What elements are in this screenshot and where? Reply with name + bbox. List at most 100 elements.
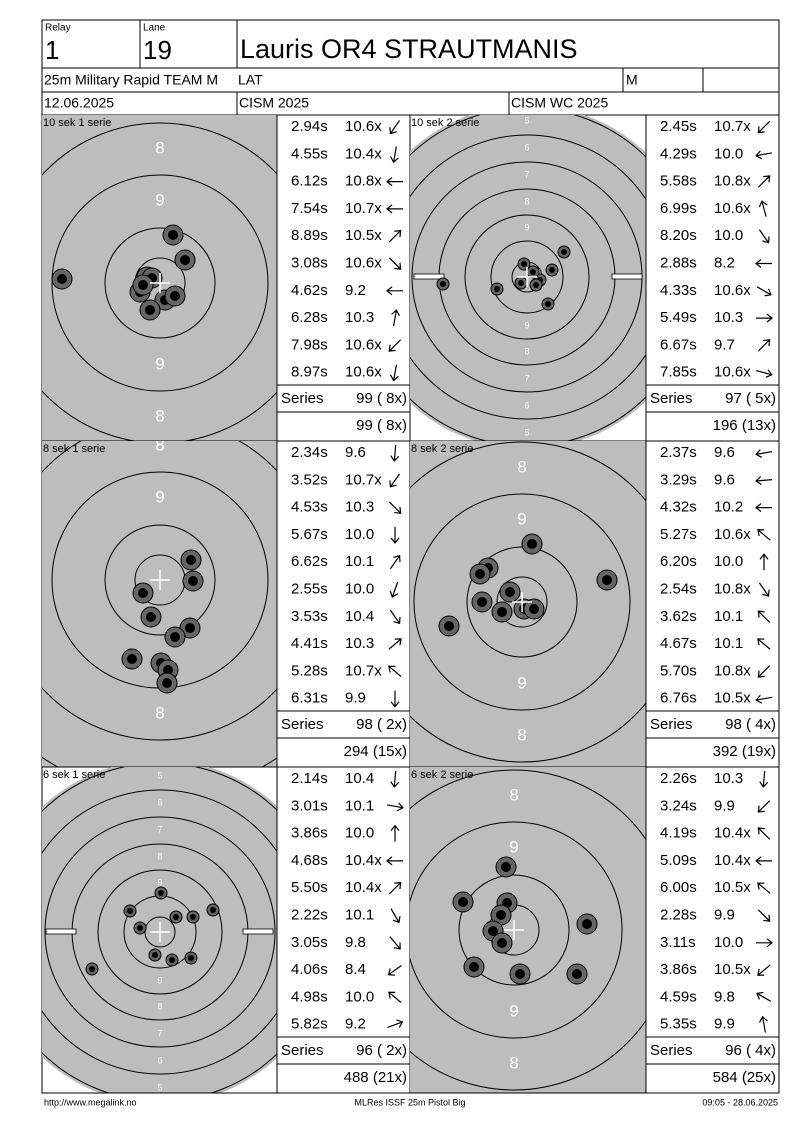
arrow-shape [388,638,402,650]
direction-arrow [390,526,400,544]
ring-label: 8 [155,406,164,425]
shot-score: 10.1 [345,553,374,570]
ring-label: 7 [157,1028,162,1038]
arrow-shape [388,665,402,678]
shot-time: 6.00s [660,879,697,896]
shot-score: 10.1 [714,608,743,625]
shot-core [475,569,485,579]
ring-label: 8 [509,785,518,804]
shot-score: 10.7x [345,471,382,488]
shot-core [163,665,173,675]
direction-arrow [757,827,771,840]
target-face [410,115,646,441]
ring-label: 9 [155,354,164,373]
shot-time: 4.67s [660,635,697,652]
shot-score: 10.4x [345,852,382,869]
shot-core [186,555,196,565]
shot-time: 8.97s [291,364,328,381]
shot-time: 5.58s [660,173,697,190]
shot-score: 9.2 [345,1016,366,1033]
shot-time: 2.34s [291,444,328,461]
shot-core [173,914,179,920]
direction-arrow [755,694,772,704]
center-cross [512,592,532,612]
ring-label: 6 [524,400,529,410]
arrow-shape [389,473,401,488]
arrow-shape [390,364,399,382]
footer-url: http://www.megalink.no [44,1097,137,1107]
arrow-shape [757,665,771,678]
ring-label: 6 [157,797,162,807]
shot-time: 2.14s [291,770,328,787]
ring-label: 6 [524,142,529,152]
arrow-shape [388,881,402,895]
shot-score: 10.7x [345,200,382,217]
arrow-shape [758,200,768,217]
shot-time: 2.37s [660,444,697,461]
arrow-shape [390,526,400,544]
ring [496,576,548,628]
arrow-shape [389,581,399,598]
panel-title: 8 sek 1 serie [43,443,105,455]
shot-score: 10.0 [345,580,374,597]
shot-score: 10.0 [345,988,374,1005]
direction-arrow [386,856,403,866]
arrow-shape [757,827,771,840]
ring-label: 9 [157,877,162,887]
ring [410,769,646,1091]
ring [464,214,590,340]
total-score: 488 (21x) [344,1069,407,1086]
arrow-shape [759,1015,768,1033]
arrow-shape [755,856,772,866]
shot-score: 9.9 [714,1016,735,1033]
shot-time: 6.12s [291,173,328,190]
target: 5 5 6 6 7 7 8 8 9 9 [42,767,277,1093]
shot-score: 10.4 [345,608,374,625]
shot-core [501,862,511,872]
shot-core [170,632,180,642]
direction-arrow [755,856,772,866]
shot-time: 7.98s [291,336,328,353]
direction-arrow [390,690,400,708]
shot-core [496,910,506,920]
direction-arrow [757,964,771,976]
shot-core [515,969,525,979]
ring-label: 9 [524,320,529,330]
direction-arrow [757,909,771,922]
shot-score: 8.2 [714,254,735,271]
shot-core [521,261,527,267]
shot-score: 10.8x [345,173,382,190]
relay-label: Relay [45,23,71,34]
ring-label: 8 [157,851,162,861]
ring-label: 8 [155,138,164,157]
shot-time: 6.99s [660,200,697,217]
arrow-shape [756,313,773,323]
direction-arrow [390,364,399,382]
shot-core [210,907,216,913]
shot-score: 9.6 [714,444,735,461]
shot-time: 4.32s [660,499,697,516]
shot-time: 2.54s [660,580,697,597]
shot-time: 3.86s [660,961,697,978]
arrow-shape [390,690,400,708]
panel-title: 6 sek 1 serie [43,769,105,781]
arrow-shape [755,503,772,513]
ring-label: 8 [524,346,529,356]
shot-core [162,678,172,688]
direction-arrow [386,286,403,296]
shot-time: 3.52s [291,471,328,488]
center-cross [150,273,170,293]
shot-core [518,280,524,286]
target-face [42,441,277,767]
competition: CISM 2025 [239,95,309,111]
shot-time: 3.53s [291,608,328,625]
series-label: Series [650,1042,693,1059]
direction-arrow [388,881,402,895]
ring-label: 7 [157,824,162,834]
shot-time: 3.62s [660,608,697,625]
ring-label: 5 [524,115,529,125]
direction-arrow [386,177,403,187]
date: 12.06.2025 [44,95,114,111]
slot [45,928,77,935]
